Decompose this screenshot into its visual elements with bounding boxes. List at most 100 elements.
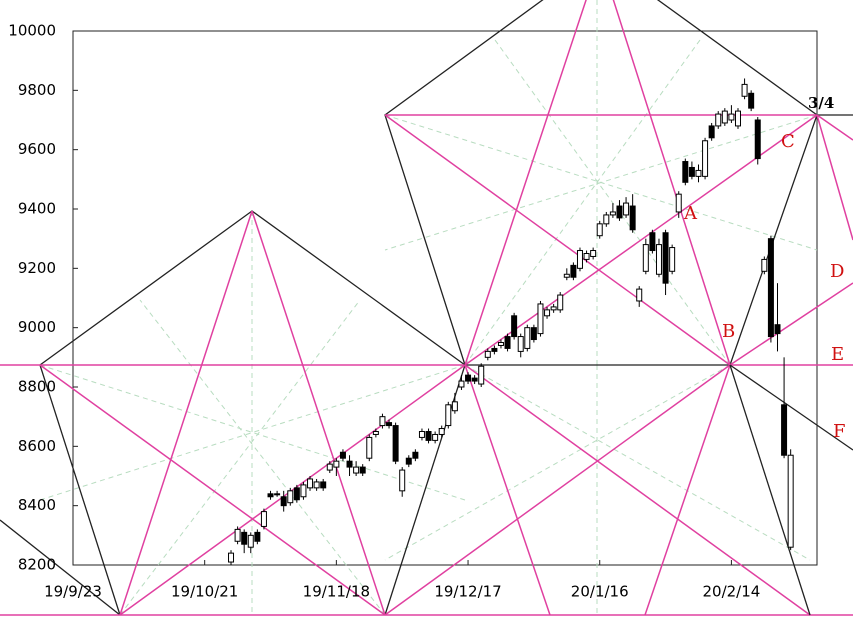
candle-body — [379, 416, 386, 427]
candle-body — [761, 258, 768, 272]
annotation: D — [830, 261, 844, 282]
candle-body — [517, 336, 524, 352]
candle-body — [320, 481, 327, 489]
annotation: 3/4 — [808, 94, 834, 112]
candle-body — [787, 454, 794, 548]
candle-body — [247, 534, 254, 548]
candle-body — [524, 327, 531, 349]
x-tick-label: 19/11/18 — [303, 583, 370, 601]
candle-body — [241, 531, 248, 545]
y-tick-label: 8600 — [18, 437, 56, 455]
candle-body — [504, 336, 511, 349]
candle-body — [293, 487, 300, 501]
candle-body — [346, 460, 353, 468]
candle-body — [333, 460, 340, 468]
candle-body — [590, 250, 597, 257]
candle-body — [544, 309, 551, 317]
candle-body — [491, 347, 498, 352]
candle-body — [609, 211, 616, 216]
candle-body — [339, 451, 346, 459]
candle-body — [313, 481, 320, 489]
y-tick-label: 8400 — [18, 496, 56, 514]
candle-body — [781, 404, 788, 456]
y-tick-label: 9400 — [18, 200, 56, 218]
candle-body — [537, 303, 544, 335]
candle-body — [451, 401, 458, 412]
candle-body — [392, 425, 399, 462]
candle-body — [484, 350, 491, 358]
candle-body — [767, 238, 774, 338]
candle-body — [662, 232, 669, 284]
candle-body — [471, 377, 478, 382]
candle-body — [715, 113, 722, 127]
candle-body — [307, 478, 314, 489]
candle-body — [399, 469, 406, 492]
annotation: A — [683, 203, 698, 224]
candle-body — [774, 324, 781, 335]
candle-body — [754, 119, 761, 160]
candle-body — [287, 490, 294, 504]
candle-body — [734, 110, 741, 127]
annotation: E — [831, 344, 844, 365]
candle-body — [254, 531, 261, 542]
candle-body — [596, 223, 603, 237]
candle-body — [260, 511, 267, 527]
candle-body — [465, 374, 472, 382]
candle-body — [530, 327, 537, 341]
candle-body — [274, 493, 281, 496]
candle-body — [372, 431, 379, 435]
y-tick-label: 8200 — [18, 556, 56, 574]
y-tick-label: 9600 — [18, 140, 56, 158]
candle-body — [267, 493, 274, 498]
candle-body — [326, 463, 333, 471]
candle-body — [583, 253, 590, 260]
candle-body — [497, 342, 504, 346]
candle-body — [682, 161, 689, 183]
annotation: C — [781, 131, 795, 152]
candle-body — [353, 466, 360, 474]
y-tick-label: 10000 — [8, 22, 56, 40]
candle-body — [405, 457, 412, 465]
candle-body — [478, 365, 485, 385]
candle-body — [234, 528, 241, 542]
candle-body — [623, 202, 630, 216]
candle-body — [675, 193, 682, 213]
candle-body — [563, 273, 570, 278]
candle-body — [432, 433, 439, 441]
candle-body — [425, 431, 432, 441]
candle-body — [655, 244, 662, 275]
candle-body — [728, 113, 735, 121]
x-tick-label: 19/9/23 — [44, 583, 102, 601]
candle-body — [570, 264, 577, 278]
y-tick-label: 9000 — [18, 318, 56, 336]
x-tick-label: 20/2/14 — [702, 583, 760, 601]
x-tick-label: 19/10/21 — [171, 583, 238, 601]
x-tick-label: 20/1/16 — [571, 583, 629, 601]
candle-body — [642, 244, 649, 272]
candle-body — [688, 166, 695, 177]
candle-body — [511, 315, 518, 338]
candle-body — [603, 214, 610, 225]
y-tick-label: 8800 — [18, 378, 56, 396]
candle-body — [359, 466, 366, 474]
plot-frame — [72, 30, 818, 566]
x-tick-label: 19/12/17 — [434, 583, 501, 601]
candle-body — [458, 380, 465, 388]
candle-body — [616, 205, 623, 219]
candle-body — [300, 484, 307, 498]
candle-body — [649, 232, 656, 252]
candle-body — [708, 125, 715, 139]
candle-body — [418, 431, 425, 438]
candle-body — [412, 451, 419, 459]
candle-body — [386, 422, 393, 427]
annotation: F — [833, 421, 846, 442]
candle-body — [721, 110, 728, 124]
construction-guides — [39, 0, 818, 616]
candle-body — [702, 140, 709, 177]
y-tick-label: 9200 — [18, 259, 56, 277]
candle-body — [445, 404, 452, 427]
candle-body — [557, 294, 564, 311]
candle-body — [636, 288, 643, 302]
candle-body — [228, 552, 235, 563]
candle-body — [748, 92, 755, 109]
